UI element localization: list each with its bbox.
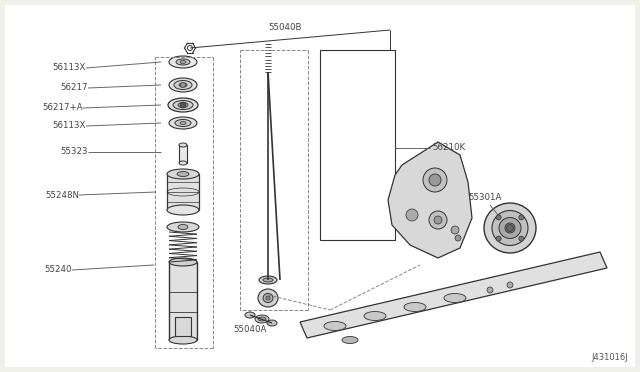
Text: J431016J: J431016J: [591, 353, 628, 362]
Circle shape: [507, 282, 513, 288]
Ellipse shape: [180, 61, 186, 64]
Text: 55240: 55240: [45, 266, 72, 275]
Ellipse shape: [258, 317, 266, 321]
Ellipse shape: [177, 171, 189, 176]
Ellipse shape: [179, 143, 187, 147]
Circle shape: [434, 216, 442, 224]
Ellipse shape: [255, 315, 269, 323]
Circle shape: [451, 226, 459, 234]
Polygon shape: [300, 252, 607, 338]
Ellipse shape: [176, 59, 190, 65]
Text: 56113X: 56113X: [52, 122, 86, 131]
Ellipse shape: [263, 294, 273, 302]
Ellipse shape: [179, 83, 187, 87]
Ellipse shape: [444, 294, 466, 302]
Circle shape: [496, 215, 501, 220]
Circle shape: [487, 287, 493, 293]
Ellipse shape: [258, 289, 278, 307]
Ellipse shape: [484, 203, 536, 253]
Ellipse shape: [169, 336, 197, 344]
Bar: [175, 317, 191, 336]
Circle shape: [506, 224, 513, 231]
Bar: [320, 50, 395, 240]
Text: 55248N: 55248N: [45, 190, 79, 199]
Circle shape: [519, 236, 524, 241]
Bar: [167, 174, 199, 210]
Text: 56210K: 56210K: [432, 144, 465, 153]
Ellipse shape: [267, 320, 277, 326]
Ellipse shape: [178, 103, 188, 108]
Text: 56217: 56217: [61, 83, 88, 93]
Ellipse shape: [168, 98, 198, 112]
Circle shape: [180, 83, 186, 87]
Ellipse shape: [259, 276, 277, 284]
Text: 55323: 55323: [61, 148, 88, 157]
Ellipse shape: [167, 169, 199, 179]
Ellipse shape: [499, 218, 521, 238]
Polygon shape: [388, 142, 472, 258]
Text: 55040A: 55040A: [234, 326, 267, 334]
Circle shape: [423, 168, 447, 192]
Ellipse shape: [173, 100, 193, 109]
Ellipse shape: [167, 205, 199, 215]
Circle shape: [496, 236, 501, 241]
Circle shape: [455, 235, 461, 241]
Ellipse shape: [169, 117, 197, 129]
Ellipse shape: [245, 312, 255, 318]
Ellipse shape: [263, 278, 273, 282]
Ellipse shape: [342, 337, 358, 343]
Ellipse shape: [364, 311, 386, 321]
Circle shape: [429, 211, 447, 229]
Ellipse shape: [178, 224, 188, 230]
Ellipse shape: [180, 122, 186, 125]
Text: 56113X: 56113X: [52, 64, 86, 73]
Ellipse shape: [169, 78, 197, 92]
Ellipse shape: [174, 80, 192, 90]
Ellipse shape: [175, 119, 191, 126]
Ellipse shape: [404, 302, 426, 311]
Bar: [169, 262, 197, 340]
Ellipse shape: [167, 222, 199, 232]
Ellipse shape: [505, 223, 515, 233]
Circle shape: [429, 174, 441, 186]
Text: 55040B: 55040B: [268, 22, 301, 32]
Ellipse shape: [266, 296, 270, 300]
Ellipse shape: [169, 258, 197, 266]
Circle shape: [406, 209, 418, 221]
Ellipse shape: [324, 321, 346, 330]
Ellipse shape: [179, 161, 187, 165]
Text: 56217+A: 56217+A: [42, 103, 83, 112]
Bar: [179, 145, 187, 163]
Text: 55301A: 55301A: [468, 193, 501, 202]
Ellipse shape: [492, 211, 528, 246]
Ellipse shape: [169, 56, 197, 68]
Circle shape: [519, 215, 524, 220]
Circle shape: [180, 102, 186, 108]
